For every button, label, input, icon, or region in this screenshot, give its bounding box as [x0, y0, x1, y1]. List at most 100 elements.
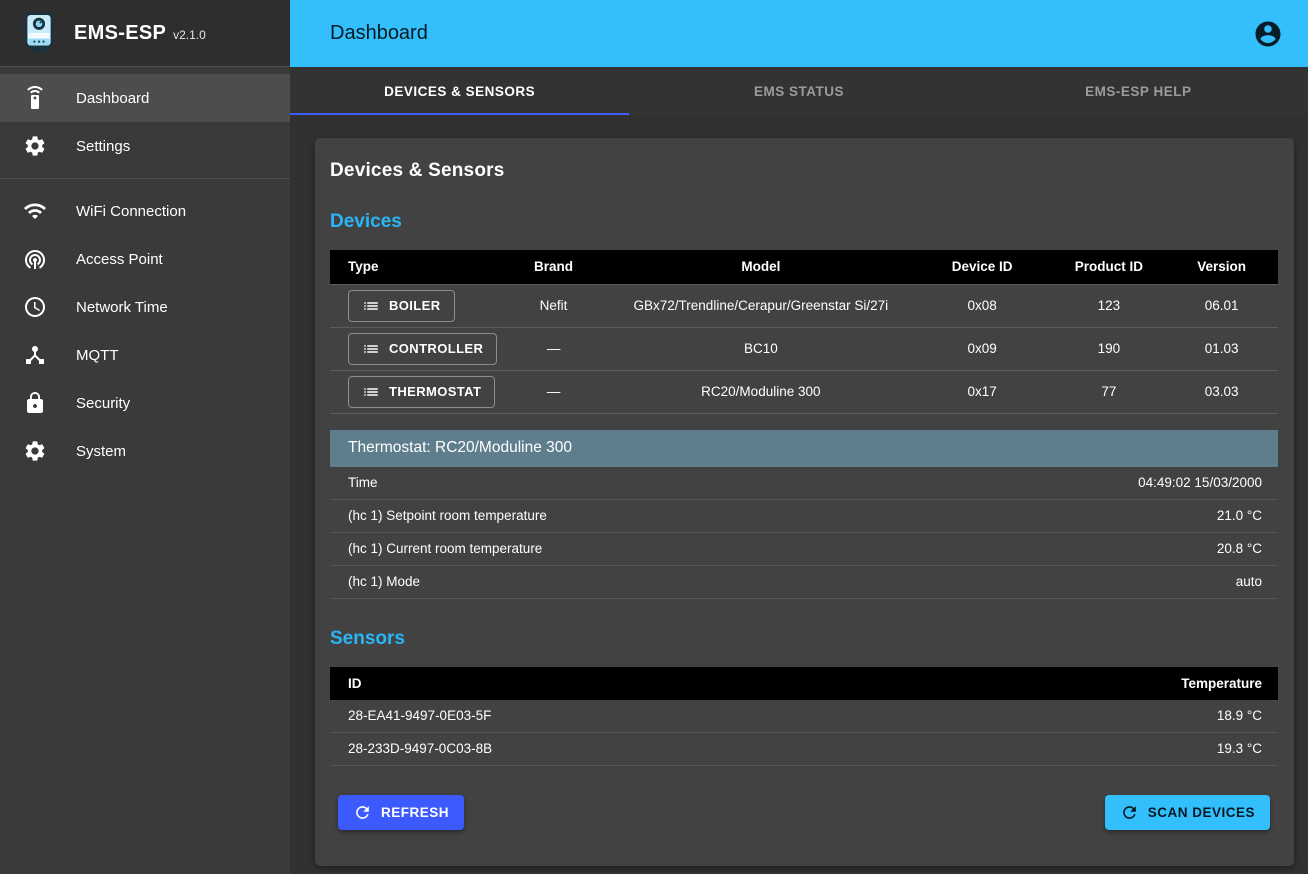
sidebar-item-label: System [76, 442, 127, 460]
device-id: 0x09 [911, 327, 1053, 371]
detail-value: 20.8 °C [1216, 541, 1262, 556]
clock-icon [23, 295, 47, 319]
device-type-label: THERMOSTAT [389, 384, 482, 399]
account-circle-icon[interactable] [1252, 18, 1284, 50]
sidebar-item-label: Access Point [76, 250, 163, 268]
gear-icon [23, 439, 47, 463]
sidebar-item-mqtt[interactable]: MQTT [0, 331, 290, 379]
sidebar-item-label: Security [76, 394, 131, 412]
gear-icon [23, 134, 47, 158]
device-version: 03.03 [1165, 370, 1278, 414]
detail-value: 04:49:02 15/03/2000 [1138, 475, 1262, 490]
detail-row: (hc 1) Mode auto [330, 566, 1278, 599]
devices-sensors-card: Devices & Sensors Devices Type Brand Mod… [315, 138, 1294, 866]
col-id: ID [348, 675, 362, 691]
sidebar-item-access-point[interactable]: Access Point [0, 235, 290, 283]
wifi-tethering-icon [23, 247, 47, 271]
scan-devices-button-label: SCAN DEVICES [1147, 804, 1255, 820]
refresh-button-label: REFRESH [381, 804, 450, 820]
col-type: Type [330, 250, 498, 284]
detail-label: (hc 1) Setpoint room temperature [348, 508, 547, 523]
sidebar-item-wifi-connection[interactable]: WiFi Connection [0, 187, 290, 235]
sidebar-item-dashboard[interactable]: Dashboard [0, 74, 290, 122]
tab-ems-status[interactable]: EMS STATUS [753, 83, 844, 99]
table-row-boiler: BOILER Nefit GBx72/Trendline/Cerapur/Gre… [330, 283, 1278, 328]
sidebar-item-settings[interactable]: Settings [0, 122, 290, 170]
list-icon [364, 387, 378, 396]
boiler-logo-icon [16, 9, 62, 57]
sidebar-item-system[interactable]: System [0, 427, 290, 475]
sidebar-item-security[interactable]: Security [0, 379, 290, 427]
device-model: GBx72/Trendline/Cerapur/Greenstar Si/27i [609, 283, 912, 328]
sidebar-nav: Dashboard Settings WiFi Connection Acces… [0, 67, 290, 475]
device-brand: Nefit [497, 283, 610, 328]
sidebar-item-label: Network Time [76, 298, 168, 316]
device-id: 0x08 [911, 283, 1053, 328]
tab-ems-esp-help[interactable]: EMS-ESP HELP [1085, 83, 1192, 99]
col-product-id: Product ID [1052, 250, 1166, 284]
main-area: Dashboard DEVICES & SENSORS EMS STATUS E… [290, 0, 1308, 874]
thermostat-device-button[interactable]: THERMOSTAT [348, 375, 496, 408]
device-type-label: CONTROLLER [389, 341, 484, 356]
device-version: 06.01 [1165, 283, 1278, 328]
scan-devices-button[interactable]: SCAN DEVICES [1104, 794, 1270, 830]
tab-devices-sensors[interactable]: DEVICES & SENSORS [290, 67, 630, 115]
table-row-thermostat: THERMOSTAT — RC20/Moduline 300 0x17 77 0… [330, 370, 1278, 414]
col-model: Model [609, 250, 912, 284]
refresh-icon [356, 805, 369, 819]
devices-table-header: Type Brand Model Device ID Product ID Ve… [330, 250, 1278, 284]
sidebar-item-label: MQTT [76, 346, 119, 364]
device-detail-header: Thermostat: RC20/Moduline 300 [330, 429, 1278, 467]
wifi-icon [23, 199, 47, 223]
sidebar-item-label: WiFi Connection [76, 202, 187, 220]
detail-row: Time 04:49:02 15/03/2000 [330, 467, 1278, 500]
sidebar-header: EMS-ESP v2.1.0 [0, 0, 290, 67]
sensor-row: 28-233D-9497-0C03-8B 19.3 °C [330, 733, 1278, 766]
device-product-id: 77 [1052, 370, 1166, 414]
device-brand: — [497, 327, 610, 371]
sensors-table-header: ID Temperature [330, 666, 1278, 700]
detail-label: (hc 1) Current room temperature [348, 541, 543, 556]
actions-bar: REFRESH SCAN DEVICES [330, 794, 1278, 830]
table-row-controller: CONTROLLER — BC10 0x09 190 01.03 [330, 327, 1278, 371]
app-version: v2.1.0 [173, 28, 206, 42]
sidebar-divider [0, 178, 290, 179]
tab-bar: DEVICES & SENSORS EMS STATUS EMS-ESP HEL… [290, 67, 1308, 115]
card-title: Devices & Sensors [330, 160, 505, 181]
page-title: Dashboard [330, 22, 428, 44]
detail-row: (hc 1) Current room temperature 20.8 °C [330, 533, 1278, 566]
device-version: 01.03 [1165, 327, 1278, 371]
devices-heading: Devices [330, 211, 402, 232]
col-version: Version [1165, 250, 1278, 284]
sensor-temperature: 19.3 °C [1216, 741, 1262, 756]
device-model: BC10 [609, 327, 912, 371]
detail-row: (hc 1) Setpoint room temperature 21.0 °C [330, 500, 1278, 533]
sidebar-item-network-time[interactable]: Network Time [0, 283, 290, 331]
device-type-label: BOILER [389, 298, 441, 313]
content-area: Devices & Sensors Devices Type Brand Mod… [290, 115, 1308, 874]
device-product-id: 190 [1052, 327, 1166, 371]
refresh-button[interactable]: REFRESH [338, 794, 465, 830]
refresh-icon [1122, 805, 1136, 819]
sensor-id: 28-EA41-9497-0E03-5F [348, 708, 492, 723]
controller-device-button[interactable]: CONTROLLER [348, 332, 498, 365]
sensors-heading: Sensors [330, 627, 405, 649]
detail-value: 21.0 °C [1216, 508, 1262, 523]
device-hub-icon [23, 343, 47, 367]
app-title: EMS-ESP [74, 21, 167, 44]
list-icon [364, 344, 378, 353]
col-brand: Brand [497, 250, 610, 284]
device-brand: — [497, 370, 610, 414]
sensor-row: 28-EA41-9497-0E03-5F 18.9 °C [330, 700, 1278, 733]
sensor-id: 28-233D-9497-0C03-8B [348, 741, 493, 756]
device-model: RC20/Moduline 300 [609, 370, 912, 414]
col-device-id: Device ID [911, 250, 1053, 284]
lock-icon [23, 391, 47, 415]
detail-value: auto [1235, 574, 1262, 589]
sidebar-item-label: Settings [76, 137, 131, 155]
appbar: Dashboard [290, 0, 1308, 67]
col-temperature: Temperature [1181, 675, 1262, 691]
sidebar-item-label: Dashboard [76, 89, 150, 107]
boiler-device-button[interactable]: BOILER [348, 289, 455, 322]
sensor-temperature: 18.9 °C [1216, 708, 1262, 723]
